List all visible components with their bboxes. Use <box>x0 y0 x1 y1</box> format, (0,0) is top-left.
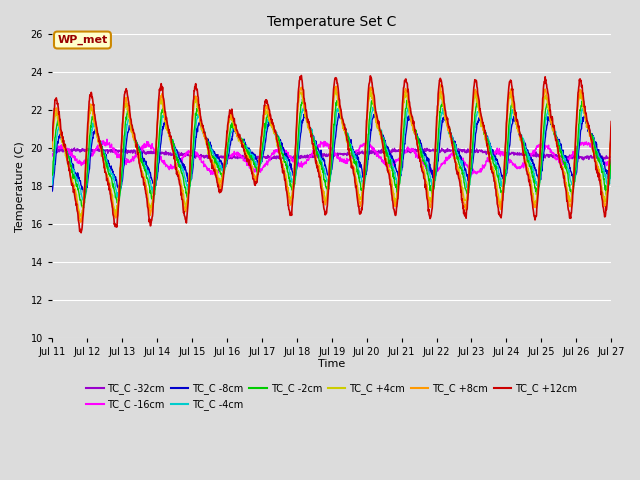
TC_C -16cm <box>607 160 615 166</box>
TC_C +4cm <box>572 129 580 135</box>
TC_C +4cm <box>607 125 615 131</box>
TC_C -2cm <box>148 194 156 200</box>
TC_C -32cm <box>572 155 580 160</box>
TC_C -32cm <box>255 157 263 163</box>
TC_C -16cm <box>302 160 310 166</box>
TC_C -4cm <box>80 198 88 204</box>
TC_C +12cm <box>302 107 310 113</box>
TC_C -4cm <box>435 149 442 155</box>
TC_C -32cm <box>70 145 78 151</box>
TC_C +8cm <box>434 105 442 111</box>
TC_C -8cm <box>336 110 344 116</box>
TC_C -8cm <box>572 171 580 177</box>
TC_C +4cm <box>76 214 84 220</box>
TC_C +12cm <box>335 93 342 98</box>
TC_C -16cm <box>435 167 442 172</box>
TC_C -2cm <box>435 135 442 141</box>
TC_C +4cm <box>59 138 67 144</box>
TC_C +8cm <box>77 219 84 225</box>
TC_C +8cm <box>436 82 444 88</box>
TC_C -2cm <box>607 156 615 162</box>
TC_C -8cm <box>59 137 67 143</box>
TC_C +4cm <box>148 198 156 204</box>
TC_C -32cm <box>148 149 156 155</box>
X-axis label: Time: Time <box>318 359 346 369</box>
Line: TC_C -32cm: TC_C -32cm <box>52 148 611 160</box>
Line: TC_C -16cm: TC_C -16cm <box>52 139 611 174</box>
TC_C -2cm <box>80 205 88 211</box>
Text: WP_met: WP_met <box>58 35 108 45</box>
TC_C -4cm <box>48 181 56 187</box>
TC_C +4cm <box>435 104 442 110</box>
TC_C -8cm <box>48 188 56 194</box>
TC_C -16cm <box>335 155 342 161</box>
TC_C +12cm <box>148 214 156 219</box>
TC_C -8cm <box>301 115 309 121</box>
TC_C -2cm <box>48 172 56 178</box>
TC_C +12cm <box>77 230 85 236</box>
TC_C -16cm <box>207 171 214 177</box>
TC_C +12cm <box>298 72 305 78</box>
TC_C -2cm <box>302 109 310 115</box>
TC_C -8cm <box>607 170 615 176</box>
TC_C +12cm <box>48 138 56 144</box>
TC_C -32cm <box>302 155 310 160</box>
TC_C +12cm <box>607 119 615 124</box>
TC_C -32cm <box>435 147 442 153</box>
TC_C +4cm <box>48 147 56 153</box>
TC_C +12cm <box>435 91 442 97</box>
TC_C +8cm <box>301 111 309 117</box>
TC_C -8cm <box>81 192 88 198</box>
TC_C -16cm <box>148 144 156 150</box>
TC_C -4cm <box>607 162 615 168</box>
TC_C -2cm <box>299 96 307 102</box>
TC_C +12cm <box>572 126 580 132</box>
TC_C -32cm <box>48 147 56 153</box>
TC_C +8cm <box>572 129 580 135</box>
Line: TC_C +12cm: TC_C +12cm <box>52 75 611 233</box>
TC_C -4cm <box>335 107 342 113</box>
Line: TC_C -2cm: TC_C -2cm <box>52 99 611 208</box>
Legend: TC_C -32cm, TC_C -16cm, TC_C -8cm, TC_C -4cm, TC_C -2cm, TC_C +4cm, TC_C +8cm, T: TC_C -32cm, TC_C -16cm, TC_C -8cm, TC_C … <box>82 380 581 414</box>
Line: TC_C +8cm: TC_C +8cm <box>52 85 611 222</box>
TC_C -4cm <box>301 108 309 114</box>
TC_C +8cm <box>59 135 67 141</box>
TC_C +8cm <box>148 206 156 212</box>
TC_C +4cm <box>332 86 340 92</box>
Y-axis label: Temperature (C): Temperature (C) <box>15 141 25 232</box>
TC_C +4cm <box>335 106 342 111</box>
TC_C +12cm <box>59 135 67 141</box>
TC_C -4cm <box>572 168 580 173</box>
TC_C -2cm <box>572 164 580 169</box>
TC_C -16cm <box>103 136 111 142</box>
TC_C -8cm <box>435 158 442 164</box>
TC_C -16cm <box>572 147 580 153</box>
TC_C +8cm <box>48 144 56 149</box>
TC_C -4cm <box>148 188 156 193</box>
TC_C -2cm <box>335 101 342 107</box>
TC_C -32cm <box>607 155 615 160</box>
TC_C -16cm <box>48 153 56 159</box>
TC_C -4cm <box>369 105 376 110</box>
TC_C -2cm <box>59 138 67 144</box>
TC_C +4cm <box>301 114 309 120</box>
Title: Temperature Set C: Temperature Set C <box>267 15 396 29</box>
TC_C -8cm <box>148 178 156 184</box>
Line: TC_C -8cm: TC_C -8cm <box>52 113 611 195</box>
TC_C -32cm <box>335 151 342 156</box>
TC_C -16cm <box>59 145 67 151</box>
TC_C +8cm <box>607 123 615 129</box>
Line: TC_C -4cm: TC_C -4cm <box>52 108 611 201</box>
TC_C -32cm <box>59 148 67 154</box>
TC_C -4cm <box>59 138 67 144</box>
Line: TC_C +4cm: TC_C +4cm <box>52 89 611 217</box>
TC_C +8cm <box>335 99 342 105</box>
TC_C -8cm <box>335 114 342 120</box>
